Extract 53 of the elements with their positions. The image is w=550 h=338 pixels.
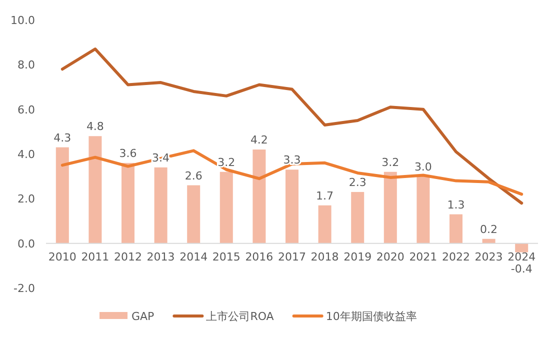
x-tick-label: 2016	[245, 250, 274, 264]
legend-label: 上市公司ROA	[206, 310, 274, 323]
y-tick-label: 4.0	[18, 148, 35, 161]
data-label: 3.2	[382, 156, 400, 169]
x-tick-label: 2024	[508, 250, 536, 264]
y-tick-label: 6.0	[18, 103, 35, 116]
data-label: 2.6	[184, 169, 202, 182]
data-label: 0.2	[480, 222, 498, 236]
data-label: 4.2	[250, 134, 268, 147]
y-tick-label: 8.0	[18, 58, 35, 72]
data-label: -0.4	[510, 262, 532, 276]
bar	[318, 205, 332, 244]
y-tick-label: 0.0	[18, 237, 35, 250]
y-tick-label: 2.0	[18, 192, 35, 206]
data-label: 4.8	[86, 120, 104, 134]
bar	[220, 172, 233, 244]
x-tick-label: 2018	[310, 250, 339, 264]
data-label: 3.6	[119, 146, 137, 160]
data-label: 1.7	[316, 189, 334, 202]
bar	[252, 150, 266, 244]
x-tick-label: 2022	[442, 250, 470, 264]
x-tick-label: 2011	[81, 250, 110, 264]
bar	[416, 176, 430, 244]
data-label: 1.3	[447, 198, 465, 212]
y-tick-label: -2.0	[14, 282, 35, 295]
bar	[286, 170, 298, 244]
data-label: 4.3	[54, 131, 72, 144]
x-tick-label: 2017	[278, 250, 306, 264]
data-label: 2.3	[348, 176, 366, 189]
y-tick-label: 10.0	[10, 14, 35, 27]
data-label: 3.2	[218, 156, 236, 169]
legend-label: 10年期国债收益率	[326, 310, 417, 323]
bar	[56, 147, 69, 244]
bar	[515, 243, 528, 252]
x-tick-label: 2020	[376, 250, 404, 264]
bar	[187, 185, 200, 244]
bar	[482, 238, 496, 244]
x-tick-label: 2023	[474, 250, 503, 264]
x-tick-label: 2014	[180, 250, 208, 264]
x-tick-label: 2012	[114, 250, 142, 264]
x-tick-label: 2010	[48, 250, 76, 264]
x-tick-label: 2021	[409, 250, 438, 264]
bar	[384, 172, 397, 244]
x-tick-label: 2019	[344, 250, 372, 264]
bar	[351, 192, 364, 244]
bar	[122, 162, 134, 244]
bar	[450, 214, 462, 244]
bar	[88, 136, 102, 244]
legend-label: GAP	[132, 310, 155, 323]
bar	[154, 167, 168, 244]
x-tick-label: 2015	[212, 250, 240, 264]
x-tick-label: 2013	[146, 250, 175, 264]
data-label: 3.0	[414, 160, 432, 174]
